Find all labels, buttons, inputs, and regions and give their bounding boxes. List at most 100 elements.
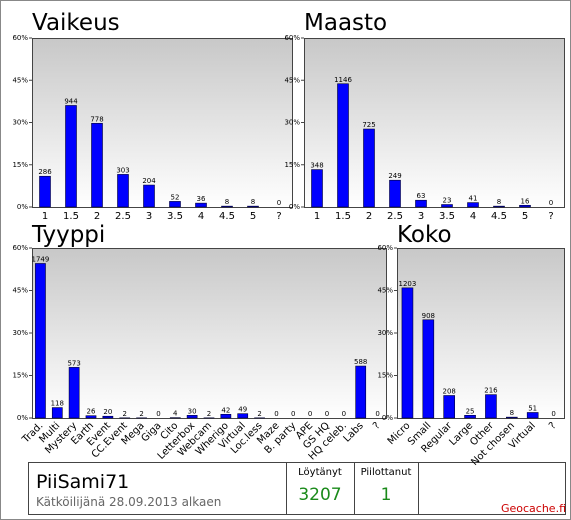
value-label: 52: [171, 193, 180, 201]
value-label: 42: [221, 406, 230, 414]
bar: [485, 394, 497, 419]
user-name: PiiSami71: [36, 471, 129, 493]
found-label: Löytänyt: [298, 467, 342, 478]
value-label: 63: [417, 192, 426, 200]
bar: [526, 412, 539, 419]
value-label: 1749: [32, 255, 50, 263]
bar: [51, 407, 63, 419]
value-label: 208: [443, 387, 456, 395]
value-label: 25: [466, 407, 475, 415]
value-label: 51: [528, 404, 537, 412]
value-label: 0: [375, 410, 379, 418]
bar: [237, 413, 249, 419]
bar: [363, 128, 375, 208]
bar: [143, 184, 155, 208]
bar: [311, 169, 323, 208]
bar: [467, 202, 479, 208]
y-tick-label: 30%: [12, 329, 28, 337]
x-tick-label: 4.5: [219, 211, 235, 222]
value-label: 4: [173, 410, 178, 418]
x-tick-label: 4: [198, 211, 204, 222]
y-tick-label: 30%: [284, 119, 300, 127]
value-label: 8: [225, 198, 229, 206]
value-label: 573: [67, 359, 80, 367]
y-tick-label: 0%: [382, 414, 393, 422]
x-tick-label: 3.5: [167, 211, 183, 222]
y-tick-label: 0%: [289, 203, 300, 211]
x-tick-label: 4: [470, 211, 476, 222]
bar: [39, 175, 51, 208]
value-label: 0: [274, 410, 278, 418]
hidden-count: 1: [381, 485, 392, 505]
value-label: 26: [87, 408, 96, 416]
value-label: 23: [443, 197, 452, 205]
x-tick-label: 1.5: [335, 211, 351, 222]
y-tick-label: 45%: [12, 287, 28, 295]
x-tick-label: 3: [146, 211, 152, 222]
value-label: 944: [64, 97, 78, 105]
value-label: 0: [291, 410, 295, 418]
bar: [169, 201, 181, 208]
value-label: 725: [362, 121, 375, 129]
x-tick-label: 1: [314, 211, 320, 222]
y-tick-label: 60%: [284, 34, 300, 42]
bar: [220, 413, 232, 419]
value-label: 118: [51, 400, 64, 408]
value-label: 0: [325, 410, 329, 418]
bar: [443, 395, 455, 419]
x-tick-label: 2: [94, 211, 100, 222]
x-tick-label: ?: [371, 420, 383, 432]
bar: [91, 123, 103, 208]
plot-area: [32, 248, 387, 419]
x-tick-label: ?: [548, 211, 553, 222]
value-label: 588: [354, 358, 367, 366]
bar: [35, 263, 46, 419]
x-tick-label: 2.5: [387, 211, 403, 222]
value-label: 908: [422, 312, 435, 320]
y-tick-label: 45%: [284, 76, 300, 84]
value-label: 0: [156, 410, 160, 418]
source: Geocache.fi: [501, 502, 566, 515]
x-tick-label: 3: [418, 211, 424, 222]
bar: [117, 174, 129, 208]
x-tick-label: 3.5: [439, 211, 455, 222]
y-tick-label: 0%: [17, 203, 28, 211]
value-label: 778: [90, 115, 103, 123]
value-label: 2: [139, 410, 143, 418]
value-label: 8: [497, 198, 501, 206]
bar: [401, 287, 414, 419]
bar: [102, 415, 114, 419]
value-label: 303: [116, 166, 129, 174]
value-label: 49: [238, 406, 247, 414]
value-label: 249: [388, 172, 401, 180]
value-label: 1203: [399, 280, 417, 288]
x-tick-label: 4.5: [491, 211, 507, 222]
value-label: 348: [310, 162, 323, 170]
y-tick-label: 0%: [17, 414, 28, 422]
hidden-label: Piilottanut: [361, 467, 412, 478]
chart-title: Vaikeus: [32, 10, 120, 36]
value-label: 16: [521, 197, 530, 205]
found-count: 3207: [298, 485, 341, 505]
value-label: 2: [257, 410, 261, 418]
bar: [68, 367, 80, 419]
bar: [464, 414, 476, 419]
chart-title: Koko: [397, 222, 452, 248]
bar: [493, 205, 505, 208]
value-label: 216: [484, 387, 498, 395]
bar: [441, 204, 453, 208]
y-tick-label: 60%: [12, 34, 28, 42]
value-label: 41: [469, 195, 478, 203]
y-tick-label: 15%: [12, 372, 28, 380]
value-label: 8: [251, 198, 255, 206]
value-label: 8: [510, 409, 514, 417]
y-tick-label: 15%: [377, 372, 393, 380]
bar: [422, 319, 435, 419]
value-label: 204: [142, 177, 156, 185]
value-label: 0: [549, 199, 553, 207]
y-tick-label: 60%: [377, 244, 393, 252]
value-label: 0: [551, 410, 555, 418]
bar: [389, 179, 401, 208]
